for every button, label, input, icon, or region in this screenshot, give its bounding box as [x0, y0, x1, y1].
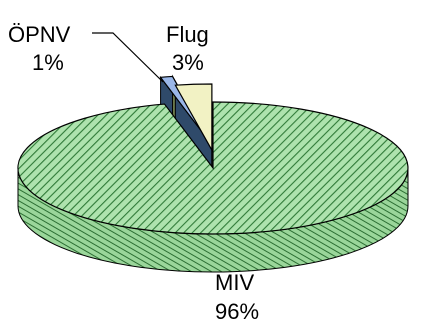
- slice-label-flug: Flug: [166, 22, 209, 47]
- slice-pct-miv: 96%: [215, 299, 259, 324]
- pie-slice-flug: [174, 83, 213, 153]
- leader-line-opnv: [92, 32, 164, 83]
- slice-label-miv: MIV: [215, 270, 254, 295]
- slice-pct-opnv: 1%: [32, 50, 64, 75]
- slice-pct-flug: 3%: [172, 50, 204, 75]
- slice-label-opnv: ÖPNV: [8, 22, 71, 47]
- pie-slice-miv: [17, 101, 409, 235]
- pie-slice-opnv: [159, 75, 210, 142]
